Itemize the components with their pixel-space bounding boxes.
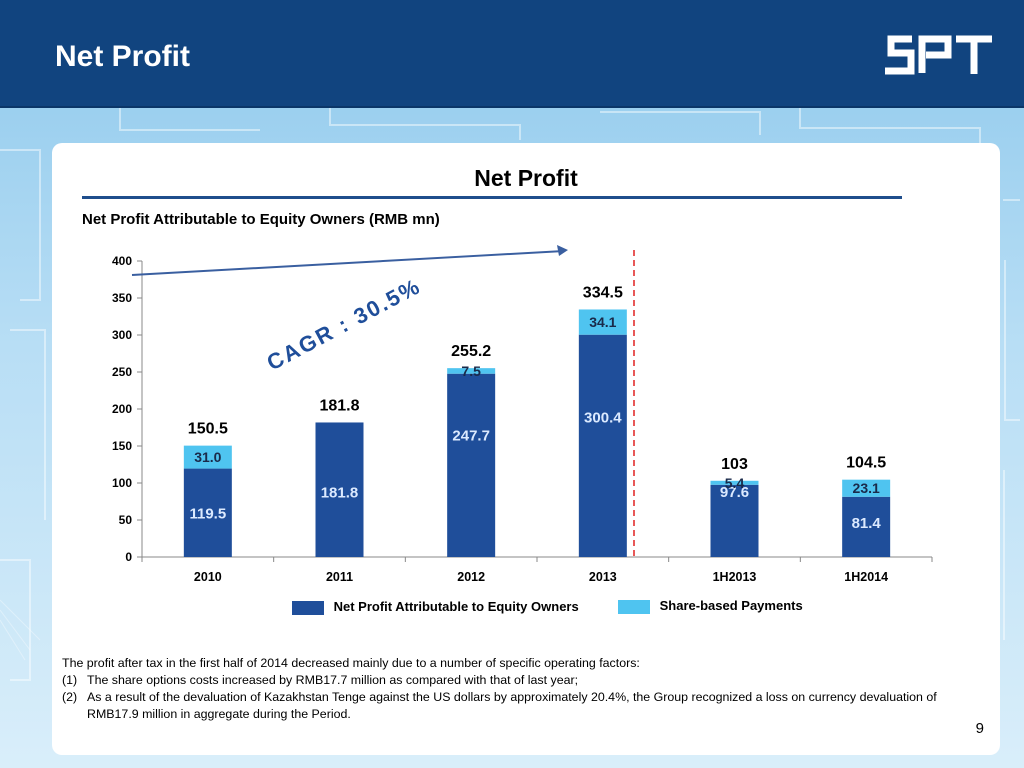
notes-intro: The profit after tax in the first half o… xyxy=(62,656,640,670)
y-tick-label: 400 xyxy=(112,254,132,268)
data-label-net-profit: 97.6 xyxy=(720,484,749,501)
bar-net-profit xyxy=(315,422,364,557)
chart-title: Net Profit Attributable to Equity Owners… xyxy=(82,211,440,228)
x-tick-label: 2013 xyxy=(589,570,617,584)
data-label-net-profit: 247.7 xyxy=(452,428,490,445)
logo-mark xyxy=(885,35,992,75)
note-item-2: (2) As a result of the devaluation of Ka… xyxy=(62,689,982,723)
y-tick-label: 300 xyxy=(112,328,132,342)
y-tick-label: 150 xyxy=(112,439,132,453)
data-label-total: 150.5 xyxy=(188,421,228,438)
legend-swatch-share-based xyxy=(618,599,650,614)
x-tick-label: 1H2014 xyxy=(844,570,888,584)
bar-net-profit xyxy=(183,468,232,557)
data-label-share-based: 23.1 xyxy=(853,480,880,496)
data-label-net-profit: 81.4 xyxy=(852,515,882,532)
spt-logo: SPT xyxy=(882,34,994,81)
cagr-annotation: CAGR : 30.5% xyxy=(263,273,425,375)
legend-swatch-net-profit xyxy=(292,600,324,615)
page-number: 9 xyxy=(975,720,984,737)
data-label-total: 181.8 xyxy=(319,397,359,414)
data-label-share-based: 7.5 xyxy=(461,363,481,379)
panel-title: Net Profit xyxy=(474,165,578,191)
bar-share-based xyxy=(578,309,627,335)
bar-net-profit xyxy=(710,484,759,557)
data-label-net-profit: 181.8 xyxy=(321,484,359,501)
bar-share-based xyxy=(183,445,232,469)
data-label-total: 103 xyxy=(721,456,748,473)
note-number: (2) xyxy=(62,690,78,704)
data-label-net-profit: 300.4 xyxy=(584,410,622,427)
x-tick-label: 2011 xyxy=(326,570,353,584)
note-text: As a result of the devaluation of Kazakh… xyxy=(87,690,937,721)
data-label-net-profit: 119.5 xyxy=(189,506,226,523)
x-tick-label: 2010 xyxy=(194,570,222,584)
bar-net-profit xyxy=(578,334,627,557)
note-number: (1) xyxy=(62,673,78,687)
page-title: Net Profit xyxy=(55,40,190,73)
bar-share-based xyxy=(842,479,891,497)
content-panel: Net Profit Net Profit Attributable to Eq… xyxy=(52,143,1000,755)
y-tick-label: 200 xyxy=(112,402,132,416)
cagr-arrow-head xyxy=(557,245,568,256)
bar-net-profit xyxy=(447,373,496,557)
x-tick-label: 2012 xyxy=(457,570,485,584)
bar-share-based xyxy=(710,480,759,485)
title-underline xyxy=(82,196,902,199)
net-profit-chart: 0 50 100 150 200 250 300 350 400 2010 2011 2012 201… xyxy=(112,245,933,584)
y-tick-label: 350 xyxy=(112,291,132,305)
data-label-total: 255.2 xyxy=(451,343,491,360)
legend-label-share-based: Share-based Payments xyxy=(659,598,803,613)
legend-item-share-based: Share-based Payments xyxy=(618,598,803,614)
bar-net-profit xyxy=(842,496,891,557)
y-tick-label: 0 xyxy=(125,550,132,564)
bar-share-based xyxy=(447,368,496,374)
data-label-share-based: 5.4 xyxy=(725,475,745,491)
notes-section: The profit after tax in the first half o… xyxy=(62,655,982,723)
y-tick-label: 250 xyxy=(112,365,132,379)
cagr-arrow-line xyxy=(131,250,565,276)
legend-item-net-profit: Net Profit Attributable to Equity Owners xyxy=(292,599,579,615)
data-label-total: 104.5 xyxy=(846,455,886,472)
data-label-total: 334.5 xyxy=(583,284,623,301)
data-label-share-based: 34.1 xyxy=(589,314,616,330)
header-bar: Net Profit SPT xyxy=(0,0,1024,108)
note-item-1: (1) The share options costs increased by… xyxy=(62,672,982,689)
y-tick-label: 50 xyxy=(119,513,133,527)
legend-label-net-profit: Net Profit Attributable to Equity Owners xyxy=(333,599,579,614)
x-tick-label: 1H2013 xyxy=(713,570,757,584)
data-label-share-based: 31.0 xyxy=(194,449,221,465)
y-tick-label: 100 xyxy=(112,476,132,490)
note-text: The share options costs increased by RMB… xyxy=(87,673,579,687)
